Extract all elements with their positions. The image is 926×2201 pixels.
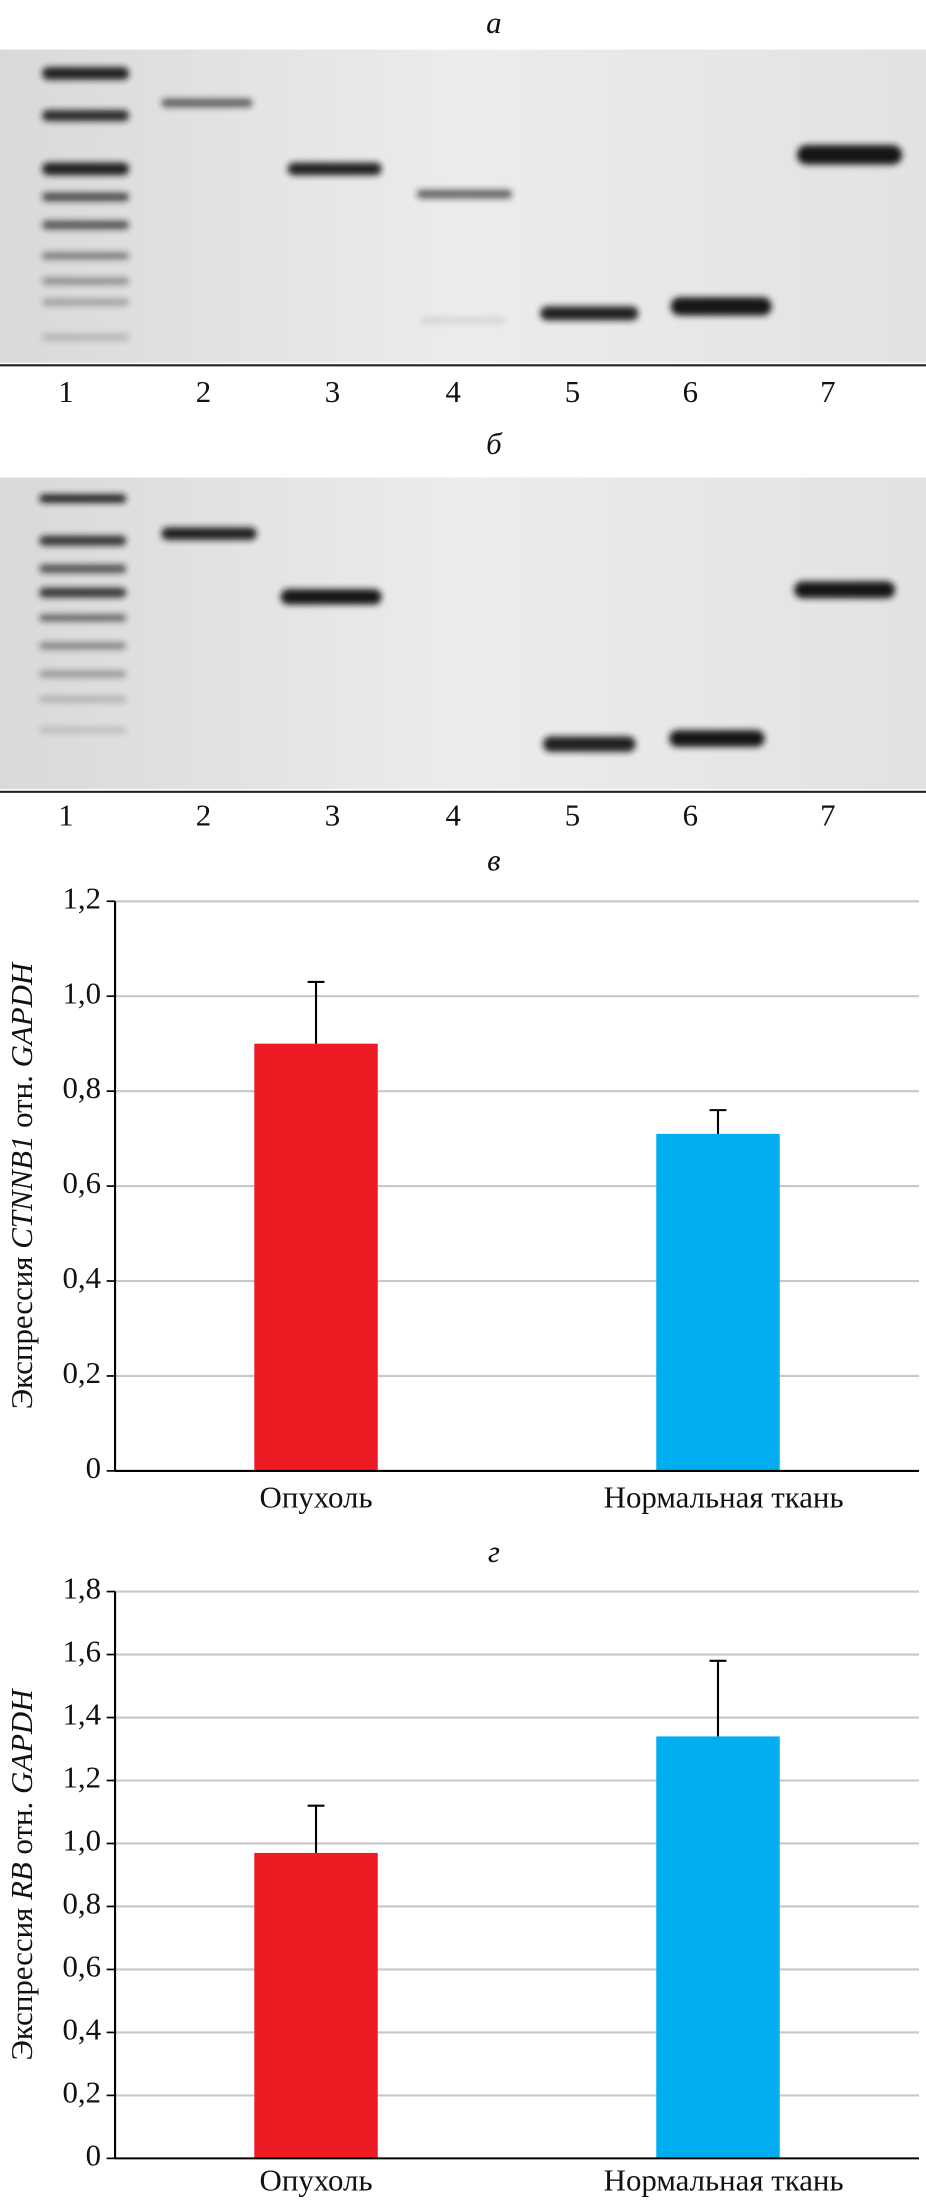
lane-label: 6 bbox=[683, 375, 698, 409]
y-tick-label: 0 bbox=[86, 1451, 101, 1485]
y-tick-label: 1,0 bbox=[62, 976, 101, 1010]
gel-band bbox=[42, 277, 130, 285]
lane-label: 1 bbox=[58, 799, 73, 833]
y-tick-label: 1,2 bbox=[62, 1761, 101, 1795]
gel-band bbox=[416, 189, 513, 199]
gel-image bbox=[0, 477, 926, 790]
y-tick-label: 0,6 bbox=[62, 1950, 101, 1984]
y-axis-label: Экспрессия CTNNB1 отн. GAPDH bbox=[5, 961, 39, 1409]
y-tick-label: 0,2 bbox=[62, 2075, 101, 2109]
lane-label: 6 bbox=[683, 799, 698, 833]
gel-band bbox=[161, 527, 257, 540]
gel-band bbox=[39, 535, 127, 546]
gel-band bbox=[39, 564, 127, 573]
y-tick-label: 0,8 bbox=[62, 1071, 101, 1105]
gel-band bbox=[42, 162, 130, 176]
gel-band bbox=[42, 67, 130, 80]
gel-band bbox=[42, 298, 130, 306]
gel-band bbox=[161, 98, 253, 108]
y-tick-label: 0,8 bbox=[62, 1887, 101, 1921]
y-tick-label: 1,6 bbox=[62, 1635, 101, 1669]
chart-title: в bbox=[487, 843, 500, 877]
y-tick-label: 1,2 bbox=[62, 881, 101, 915]
gel-band bbox=[39, 614, 127, 622]
y-axis-label-part: Экспрессия bbox=[5, 1900, 39, 2061]
lane-label: 7 bbox=[820, 375, 835, 409]
bar bbox=[254, 1043, 378, 1471]
lane-label: 7 bbox=[820, 799, 835, 833]
gel-band bbox=[796, 145, 903, 165]
y-tick-label: 0,4 bbox=[62, 2013, 101, 2047]
gel-image bbox=[0, 49, 926, 363]
y-axis-label-part: отн. bbox=[5, 1794, 39, 1862]
chart-title: г bbox=[488, 1535, 500, 1569]
x-tick-label: Нормальная ткань bbox=[604, 1480, 844, 1514]
bar bbox=[254, 1852, 378, 2159]
lane-label: 5 bbox=[565, 375, 580, 409]
x-tick-label: Нормальная ткань bbox=[604, 2164, 844, 2198]
lane-label: 2 bbox=[196, 799, 211, 833]
lane-label: 4 bbox=[445, 799, 460, 833]
gel-band bbox=[669, 730, 765, 747]
y-axis-label-part: RB bbox=[5, 1862, 39, 1901]
y-tick-label: 0,6 bbox=[62, 1166, 101, 1200]
gel-band bbox=[287, 162, 382, 176]
gel-band bbox=[420, 317, 506, 324]
lane-label: 3 bbox=[325, 799, 340, 833]
gel-band bbox=[42, 192, 130, 202]
gel-label: а bbox=[486, 6, 501, 40]
y-tick-label: 1,0 bbox=[62, 1824, 101, 1858]
lane-label: 3 bbox=[325, 375, 340, 409]
y-tick-label: 1,8 bbox=[62, 1572, 101, 1606]
x-tick-label: Опухоль bbox=[260, 1480, 373, 1514]
gel-band bbox=[39, 696, 127, 703]
gel-band bbox=[39, 727, 127, 733]
lane-label: 2 bbox=[196, 375, 211, 409]
y-tick-label: 1,4 bbox=[62, 1698, 101, 1732]
gel-band bbox=[280, 589, 382, 605]
y-axis-label: Экспрессия RB отн. GAPDH bbox=[5, 1688, 39, 2061]
bar bbox=[656, 1736, 780, 2159]
y-axis-label-part: GAPDH bbox=[5, 961, 39, 1067]
gel-band bbox=[542, 736, 636, 752]
y-tick-label: 0,2 bbox=[62, 1356, 101, 1390]
y-axis-label-part: Экспрессия bbox=[5, 1249, 39, 1410]
gel-band bbox=[670, 297, 772, 316]
y-axis-label-part: CTNNB1 bbox=[5, 1136, 39, 1249]
lane-label: 1 bbox=[58, 375, 73, 409]
x-tick-label: Опухоль bbox=[260, 2164, 373, 2198]
gel-band bbox=[42, 252, 130, 260]
lane-label: 4 bbox=[445, 375, 460, 409]
gel-band bbox=[42, 333, 130, 341]
gel-band bbox=[42, 220, 130, 230]
gel-band bbox=[39, 642, 127, 650]
bar bbox=[656, 1133, 780, 1471]
y-tick-label: 0,4 bbox=[62, 1261, 101, 1295]
y-axis-label-part: отн. bbox=[5, 1067, 39, 1135]
y-axis-label-part: GAPDH bbox=[5, 1688, 39, 1794]
gel-band bbox=[794, 581, 896, 599]
gel-band bbox=[39, 494, 127, 503]
gel-band bbox=[540, 306, 639, 321]
gel-band bbox=[39, 587, 127, 598]
lane-label: 5 bbox=[565, 799, 580, 833]
y-tick-label: 0 bbox=[86, 2138, 101, 2172]
gel-band bbox=[39, 670, 127, 678]
gel-label: б bbox=[486, 427, 503, 461]
gel-band bbox=[42, 109, 130, 122]
